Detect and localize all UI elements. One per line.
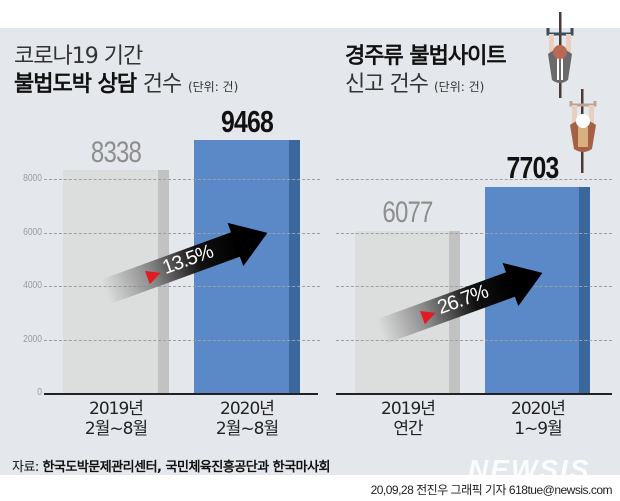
x-label-left-2019: 2019년 2월~8월: [53, 399, 179, 439]
credit-line: 20,09,28 전진우 그래픽 기자 618tue@newsis.com: [370, 483, 613, 497]
right-chart-title-line1: 경주류 불법사이트: [345, 44, 507, 69]
x-label-right-2019: 2019년 연간: [345, 399, 471, 439]
left-chart-title-light: 건수: [142, 72, 182, 97]
y-tick-8000: 8000: [23, 173, 42, 184]
left-chart-title-line1: 코로나19 기간: [14, 44, 143, 69]
value-label-left-2020: 9468: [221, 104, 274, 139]
x-axis-right: [336, 393, 612, 395]
left-chart-unit: (단위: 건): [187, 80, 239, 94]
gridline: [336, 233, 612, 234]
x-label-right-2020: 2020년 1~9월: [475, 399, 601, 439]
gridline: [336, 179, 612, 180]
gridline: [44, 179, 320, 180]
right-chart-title-line2: 신고 건수 (단위: 건): [345, 66, 484, 98]
x-label-line1: 2019년: [89, 399, 144, 419]
gridline: [44, 340, 320, 341]
gridline: [44, 286, 320, 287]
x-label-line2: 2월~8월: [84, 419, 148, 439]
x-label-line1: 2020년: [220, 399, 275, 419]
x-label-left-2020: 2020년 2월~8월: [184, 399, 310, 439]
x-axis-left: [44, 393, 318, 395]
source-text: 한국도박문제관리센터, 국민체육진흥공단과 한국마사회: [42, 460, 330, 475]
value-label-left-2019: 8338: [90, 136, 142, 169]
y-tick-2000: 2000: [23, 334, 42, 345]
left-chart-title-line2: 불법도박 상담 건수 (단위: 건): [14, 66, 238, 98]
gridline: [44, 233, 320, 234]
right-chart-title-text: 신고 건수: [345, 72, 429, 97]
y-tick-6000: 6000: [23, 227, 42, 238]
x-label-line2: 1~9월: [514, 419, 563, 439]
newsis-watermark: NEWSIS: [468, 454, 591, 485]
value-label-right-2020: 7703: [506, 150, 560, 185]
x-label-line2: 연간: [393, 419, 423, 439]
x-label-line1: 2019년: [381, 399, 436, 419]
x-label-line2: 2월~8월: [215, 419, 279, 439]
bar-side: [579, 187, 590, 394]
gridline: [336, 340, 612, 341]
bar-side: [289, 140, 300, 394]
right-chart-unit: (단위: 건): [433, 80, 485, 94]
x-label-line1: 2020년: [511, 399, 566, 419]
value-label-right-2019: 6077: [382, 196, 433, 229]
left-chart-title-bold: 불법도박 상담: [14, 72, 137, 97]
cyclist-icon: [546, 12, 574, 98]
y-tick-0: 0: [37, 387, 42, 398]
y-tick-4000: 4000: [23, 280, 42, 291]
source-label: 자료:: [12, 460, 39, 475]
source-note: 자료: 한국도박문제관리센터, 국민체육진흥공단과 한국마사회: [12, 456, 330, 475]
cyclist-icon: [569, 89, 597, 173]
